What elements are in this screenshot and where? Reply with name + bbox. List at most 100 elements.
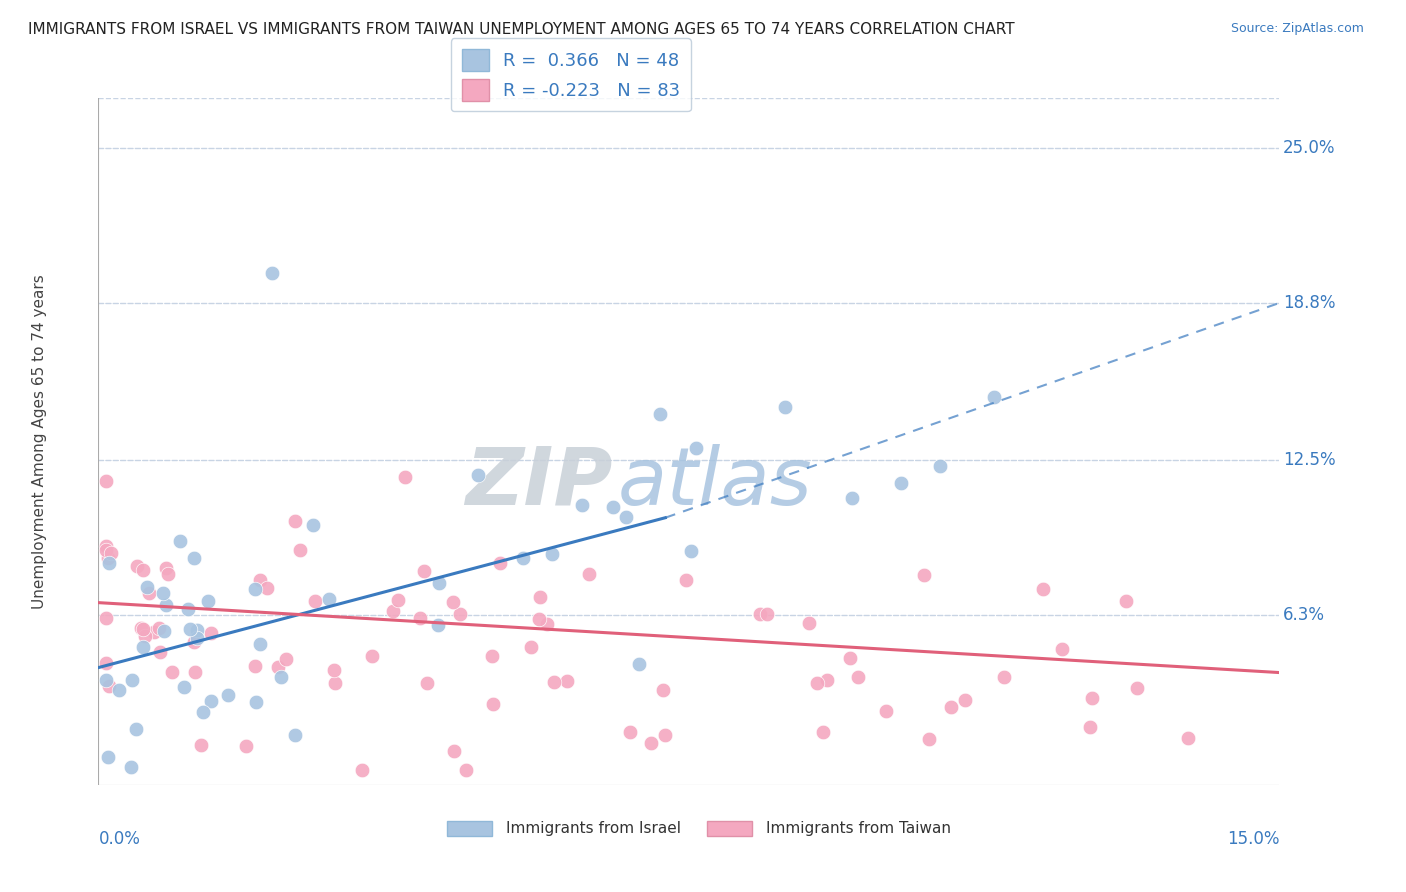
Point [121, 673, 143, 688]
Point [218, 688, 240, 702]
Text: Unemployment Among Ages 65 to 74 years: Unemployment Among Ages 65 to 74 years [32, 274, 46, 609]
Point [352, 763, 374, 777]
Point [928, 458, 950, 473]
Text: IMMIGRANTS FROM ISRAEL VS IMMIGRANTS FROM TAIWAN UNEMPLOYMENT AMONG AGES 65 TO 7: IMMIGRANTS FROM ISRAEL VS IMMIGRANTS FRO… [28, 22, 1015, 37]
Text: 15.0%: 15.0% [1227, 830, 1279, 848]
Point [541, 547, 564, 561]
Text: atlas: atlas [619, 443, 813, 522]
Point [267, 660, 290, 674]
Point [173, 680, 195, 694]
Point [614, 510, 637, 524]
Point [520, 640, 543, 654]
Point [100, 546, 122, 560]
Point [685, 442, 707, 456]
Point [602, 500, 624, 514]
Point [129, 621, 152, 635]
Point [841, 491, 863, 506]
Point [124, 722, 146, 736]
Point [467, 468, 489, 483]
Point [304, 594, 326, 608]
Point [169, 534, 191, 549]
Point [98, 679, 121, 693]
Point [512, 550, 534, 565]
Point [416, 675, 439, 690]
Point [748, 607, 770, 621]
Text: 12.5%: 12.5% [1284, 451, 1336, 469]
Point [557, 673, 579, 688]
Point [284, 514, 307, 528]
Point [382, 604, 405, 618]
Point [449, 607, 471, 621]
Point [489, 556, 512, 570]
Point [681, 544, 703, 558]
Point [1078, 720, 1101, 734]
Point [193, 706, 215, 720]
Point [799, 615, 821, 630]
Point [536, 616, 558, 631]
Point [846, 669, 869, 683]
Point [652, 683, 675, 698]
Point [143, 625, 166, 640]
Point [96, 539, 118, 553]
Point [270, 670, 292, 684]
Point [186, 631, 208, 645]
Point [245, 695, 267, 709]
Point [131, 623, 153, 637]
Point [648, 407, 671, 421]
Point [993, 670, 1015, 684]
Point [456, 763, 478, 777]
Point [149, 645, 172, 659]
Point [200, 694, 222, 708]
Point [153, 624, 176, 638]
Point [186, 623, 208, 637]
Point [249, 574, 271, 588]
Point [160, 665, 183, 679]
Point [839, 650, 862, 665]
Point [441, 595, 464, 609]
Point [155, 561, 177, 575]
Point [953, 693, 976, 707]
Point [755, 607, 778, 621]
Point [183, 635, 205, 649]
Point [427, 576, 450, 591]
Point [200, 626, 222, 640]
Point [135, 581, 157, 595]
FancyBboxPatch shape [707, 822, 752, 837]
Text: ZIP: ZIP [465, 443, 612, 522]
Text: 6.3%: 6.3% [1284, 607, 1324, 624]
Point [811, 725, 834, 739]
Point [132, 563, 155, 577]
Point [806, 676, 828, 690]
Point [529, 591, 551, 605]
Point [235, 739, 257, 753]
Text: 25.0%: 25.0% [1284, 139, 1336, 157]
Point [148, 621, 170, 635]
Point [941, 699, 963, 714]
Point [619, 725, 641, 739]
FancyBboxPatch shape [447, 822, 492, 837]
Point [96, 656, 118, 670]
Point [1081, 691, 1104, 706]
Point [96, 474, 118, 488]
Point [96, 610, 118, 624]
Point [361, 649, 384, 664]
Text: 0.0%: 0.0% [98, 830, 141, 848]
Point [98, 557, 121, 571]
Point [571, 498, 593, 512]
Point [675, 574, 697, 588]
Text: 18.8%: 18.8% [1284, 294, 1336, 312]
Point [628, 657, 651, 672]
Point [184, 665, 207, 679]
Point [97, 749, 120, 764]
Point [249, 637, 271, 651]
Point [815, 673, 838, 688]
Point [190, 738, 212, 752]
Point [387, 593, 409, 607]
Point [394, 470, 416, 484]
Text: Immigrants from Taiwan: Immigrants from Taiwan [766, 822, 950, 837]
Point [918, 732, 941, 747]
Text: Immigrants from Israel: Immigrants from Israel [506, 822, 681, 837]
Point [96, 673, 118, 687]
Point [302, 517, 325, 532]
Point [443, 744, 465, 758]
